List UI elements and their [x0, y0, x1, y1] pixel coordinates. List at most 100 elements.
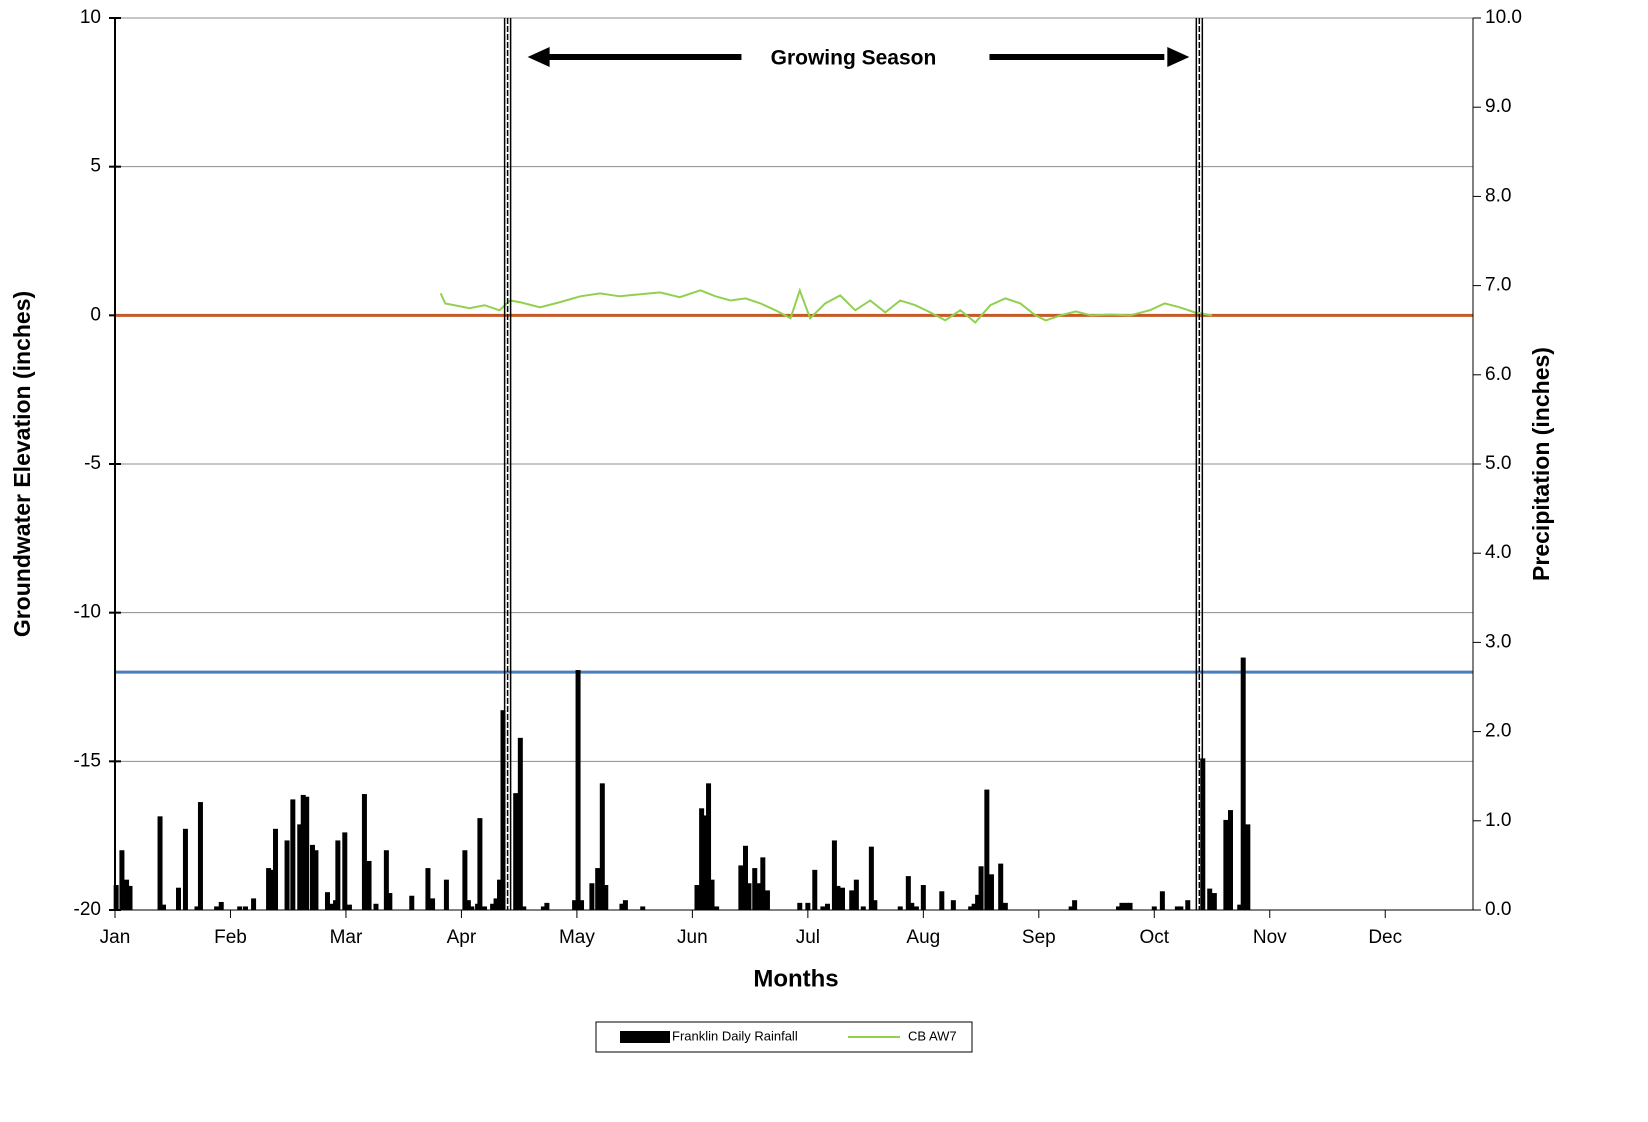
bar [304, 796, 310, 910]
bar [176, 887, 182, 910]
bar [971, 903, 977, 910]
bar [797, 902, 803, 910]
y2-tick-label: 7.0 [1485, 275, 1511, 296]
arrow-head [527, 47, 550, 67]
bar [182, 828, 188, 910]
legend-swatch [620, 1031, 670, 1043]
bar [589, 883, 595, 910]
bar [738, 865, 744, 910]
legend-label: Franklin Daily Rainfall [672, 1028, 798, 1043]
y2-tick-label: 6.0 [1485, 364, 1511, 385]
bar [197, 802, 203, 910]
y2-tick-label: 9.0 [1485, 96, 1511, 117]
bar [905, 876, 911, 910]
bar [309, 844, 315, 910]
bar [409, 895, 415, 910]
y2-tick-label: 4.0 [1485, 542, 1511, 563]
bar [756, 883, 762, 910]
bar [328, 903, 334, 910]
bar [1159, 891, 1165, 910]
arrow-head [1167, 47, 1190, 67]
bar [820, 906, 826, 910]
bar [513, 793, 519, 910]
x-tick-label: Dec [1368, 927, 1402, 948]
y2-tick-label: 1.0 [1485, 810, 1511, 831]
bar [430, 898, 436, 910]
bar [373, 903, 379, 910]
bar [214, 906, 220, 910]
bar [490, 903, 496, 910]
bar [1178, 906, 1184, 910]
bar [297, 824, 303, 910]
bar [194, 906, 200, 910]
bar [978, 866, 984, 910]
bar [113, 885, 119, 910]
y-tick-label: -5 [84, 453, 101, 474]
bar [300, 794, 306, 910]
bar [975, 894, 981, 910]
y2-tick-label: 10.0 [1485, 7, 1522, 28]
y-axis-title: Groundwater Elevation (inches) [9, 291, 35, 637]
bar [913, 906, 919, 910]
bar [127, 885, 133, 910]
bar [988, 874, 994, 910]
bar [812, 869, 818, 910]
bar [694, 885, 700, 910]
bar [544, 902, 550, 910]
bar [835, 885, 841, 910]
bar [831, 840, 837, 910]
bar [968, 906, 974, 910]
bar [824, 903, 830, 910]
bar [477, 818, 483, 910]
bar [521, 906, 527, 910]
bar [1119, 902, 1125, 910]
bar [251, 898, 257, 910]
bar [1127, 902, 1133, 910]
bar [595, 868, 601, 910]
bar [575, 670, 581, 910]
bar [920, 885, 926, 910]
bar [572, 900, 578, 910]
bar [1115, 906, 1121, 910]
bar [469, 906, 475, 910]
bar [872, 900, 878, 910]
bar [157, 816, 163, 910]
bar [383, 850, 389, 910]
bar [599, 783, 605, 910]
bar [284, 840, 290, 910]
bar [242, 906, 248, 910]
season-label: Growing Season [771, 47, 937, 70]
x-tick-label: May [559, 927, 595, 948]
bar [387, 893, 393, 910]
y2-tick-label: 5.0 [1485, 453, 1511, 474]
bar [1002, 902, 1008, 910]
bar [619, 903, 625, 910]
bar [266, 868, 272, 910]
bar [366, 860, 372, 910]
bar [746, 883, 752, 910]
line [439, 287, 1213, 324]
x-tick-label: Sep [1022, 927, 1056, 948]
bar [1207, 888, 1213, 910]
y2-tick-label: 0.0 [1485, 899, 1511, 920]
bar [640, 906, 646, 910]
bar [1185, 900, 1191, 910]
bar [743, 845, 748, 910]
bar [950, 900, 956, 910]
bar [161, 904, 166, 910]
y-tick-label: -20 [74, 899, 101, 920]
bar [622, 900, 628, 910]
bar [853, 879, 859, 910]
bar [998, 863, 1004, 910]
bar [218, 901, 224, 910]
y-tick-label: 10 [80, 7, 101, 28]
bar [1228, 810, 1233, 910]
bar [714, 906, 720, 910]
x-tick-label: Jul [796, 927, 820, 948]
bar [119, 850, 125, 910]
x-tick-label: Apr [447, 927, 477, 948]
bar [465, 900, 471, 910]
bar [493, 898, 499, 910]
bar [1174, 906, 1180, 910]
bar [517, 737, 523, 910]
